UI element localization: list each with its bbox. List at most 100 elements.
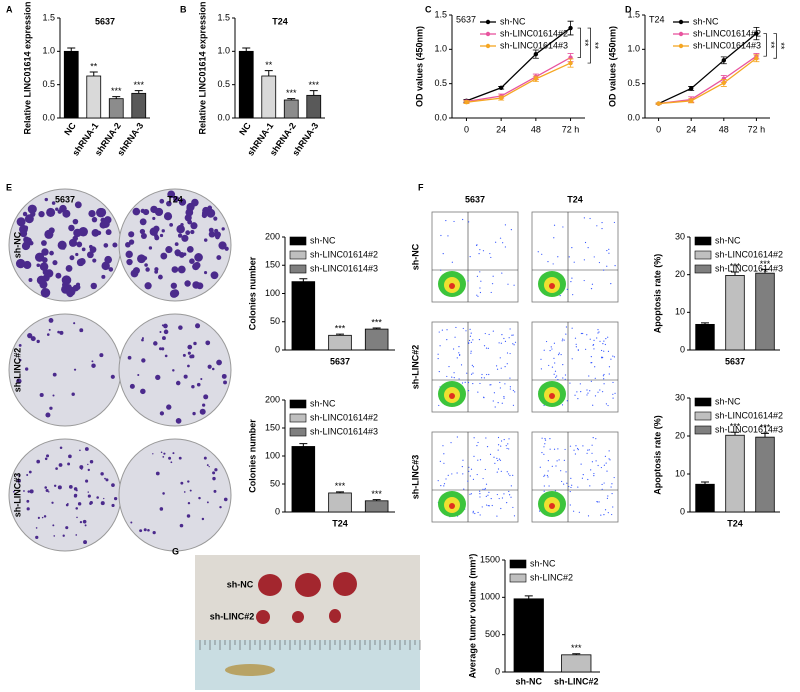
- event: [599, 340, 601, 342]
- colony: [189, 258, 195, 265]
- event: [539, 466, 541, 468]
- colony: [155, 471, 160, 476]
- event: [606, 470, 608, 472]
- event: [503, 395, 505, 398]
- colony: [110, 374, 115, 379]
- event: [472, 372, 474, 374]
- event: [587, 449, 589, 451]
- event: [550, 346, 552, 348]
- event: [487, 347, 489, 349]
- event: [501, 334, 503, 336]
- colony: [216, 359, 222, 366]
- event: [442, 445, 444, 447]
- event: [508, 494, 511, 496]
- event: [585, 348, 587, 350]
- colony: [74, 201, 82, 209]
- event: [571, 277, 573, 279]
- colony: [101, 274, 106, 279]
- colony: [28, 470, 32, 474]
- colony: [132, 207, 141, 216]
- event: [485, 347, 488, 349]
- event: [614, 392, 616, 394]
- event: [561, 480, 563, 483]
- colony: [16, 378, 22, 384]
- event: [564, 374, 567, 376]
- event: [439, 345, 441, 347]
- event: [506, 471, 508, 473]
- event: [613, 221, 616, 224]
- legend-marker: [678, 19, 684, 25]
- panel-label: C: [425, 4, 432, 14]
- colony: [67, 462, 71, 466]
- colony: [24, 367, 29, 371]
- y-tick-label: 1.5: [627, 9, 640, 19]
- event: [590, 288, 593, 290]
- colony: [79, 328, 84, 333]
- y-axis-label: Average tumor volume (mm³): [467, 554, 477, 679]
- event: [606, 265, 608, 267]
- colony: [100, 501, 105, 506]
- event: [591, 461, 593, 463]
- legend-marker: [678, 43, 684, 49]
- colony: [207, 205, 213, 211]
- colony: [162, 455, 165, 458]
- y-tick-label: 0.5: [627, 78, 640, 88]
- colony: [39, 262, 49, 271]
- point: [721, 58, 727, 63]
- event: [595, 438, 597, 440]
- event: [501, 272, 503, 274]
- event: [469, 335, 472, 337]
- event: [458, 352, 460, 354]
- event: [466, 372, 468, 374]
- colony: [16, 217, 26, 227]
- event: [608, 248, 610, 250]
- significance: ***: [308, 80, 319, 90]
- event: [501, 497, 504, 499]
- event: [443, 483, 446, 485]
- event: [468, 342, 470, 345]
- colony: [96, 496, 99, 499]
- colony: [223, 380, 227, 385]
- event: [571, 484, 573, 486]
- event: [479, 459, 482, 461]
- event: [462, 459, 464, 461]
- culture-plate: [118, 438, 232, 552]
- event: [602, 375, 605, 377]
- colony: [52, 394, 55, 397]
- event: [577, 349, 579, 351]
- event: [497, 459, 499, 462]
- colony: [19, 358, 22, 362]
- colony: [172, 369, 175, 372]
- event: [488, 373, 490, 376]
- colony: [147, 528, 150, 532]
- colony: [196, 382, 201, 387]
- event: [514, 341, 517, 343]
- event: [603, 378, 605, 380]
- colony: [141, 358, 146, 363]
- event: [496, 471, 498, 473]
- colony: [27, 490, 30, 493]
- event: [593, 472, 595, 475]
- colony: [62, 246, 66, 250]
- event: [508, 490, 510, 493]
- colony: [154, 207, 164, 217]
- event: [441, 329, 443, 331]
- x-tick-label: NC: [237, 120, 253, 137]
- event: [472, 382, 474, 385]
- event: [509, 377, 511, 379]
- event: [448, 365, 450, 368]
- colony: [99, 353, 104, 358]
- event: [586, 389, 588, 391]
- event: [467, 390, 470, 392]
- colony: [68, 484, 73, 489]
- colony: [41, 516, 44, 519]
- colony: [103, 243, 109, 248]
- event: [473, 455, 475, 458]
- event: [482, 477, 484, 480]
- colony: [62, 534, 65, 537]
- point: [754, 31, 759, 36]
- legend-label: sh-NC: [715, 235, 741, 245]
- y-tick-label: 0.0: [627, 112, 640, 122]
- colony: [89, 246, 97, 253]
- colony: [215, 234, 220, 240]
